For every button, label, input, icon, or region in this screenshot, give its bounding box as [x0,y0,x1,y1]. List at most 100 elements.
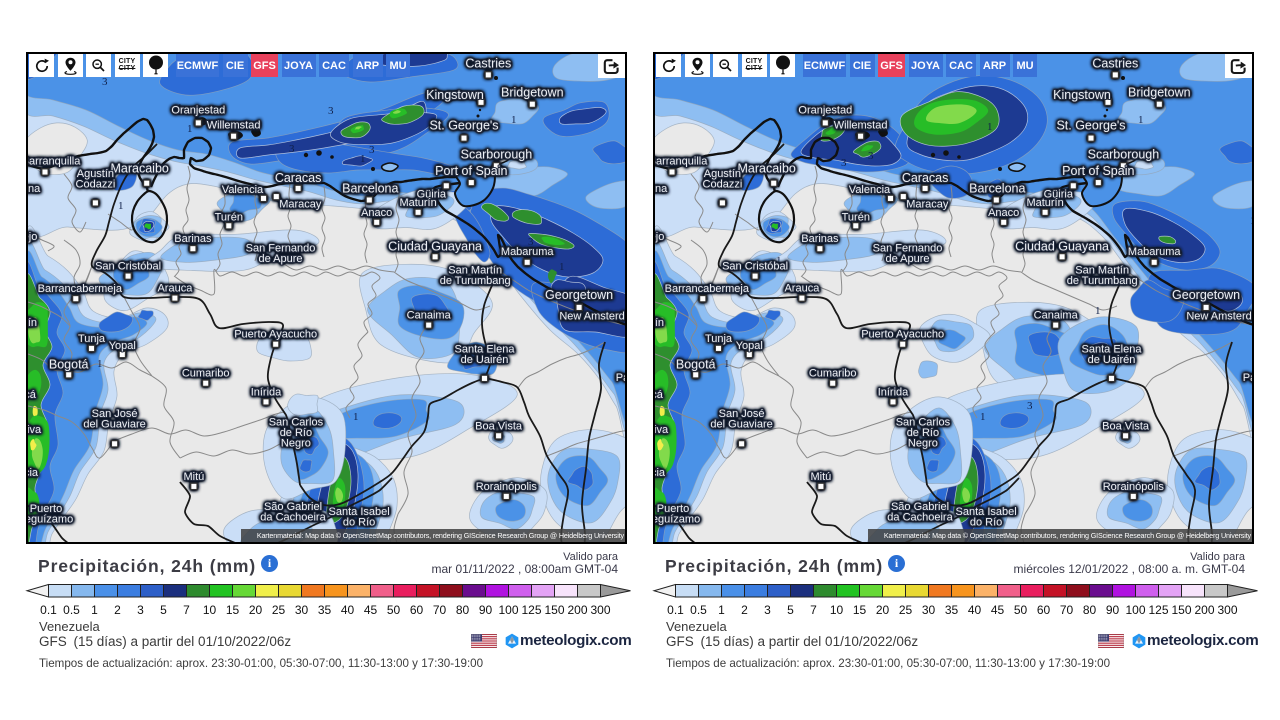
svg-text:Barrancabermeja: Barrancabermeja [665,283,750,295]
svg-text:Leguízamo: Leguízamo [28,513,73,525]
svg-text:Santa Isabel: Santa Isabel [329,506,390,518]
svg-text:cá: cá [28,389,37,401]
svg-text:2: 2 [114,603,121,617]
svg-text:de Uairén: de Uairén [1088,354,1136,366]
svg-text:90: 90 [479,603,493,617]
svg-text:ejo: ejo [655,231,664,243]
svg-text:cia: cia [655,467,666,479]
svg-text:Puerto: Puerto [30,503,62,515]
svg-text:Inírida: Inírida [251,386,282,398]
svg-text:Leguízamo: Leguízamo [655,513,700,525]
svg-text:150: 150 [1171,603,1191,617]
svg-text:200: 200 [567,603,587,617]
svg-text:Yopal: Yopal [109,340,136,352]
svg-text:Cumaribo: Cumaribo [809,368,857,380]
svg-text:do Río: do Río [343,516,375,528]
svg-text:Barinas: Barinas [801,233,839,245]
svg-text:125: 125 [521,603,541,617]
svg-text:Castries: Castries [1092,56,1138,70]
svg-text:Pa.: Pa. [1243,372,1254,384]
svg-text:Agustín: Agustín [704,168,741,180]
svg-text:1: 1 [91,603,98,617]
svg-text:Santa Isabel: Santa Isabel [956,506,1017,518]
svg-text:Kingstown: Kingstown [1053,88,1111,102]
svg-text:45: 45 [991,603,1005,617]
svg-text:San José: San José [92,408,138,420]
svg-text:25: 25 [899,603,913,617]
svg-text:1: 1 [1138,114,1144,126]
svg-text:Santa Elena: Santa Elena [455,343,516,355]
svg-text:3: 3 [289,143,295,155]
svg-text:1: 1 [1160,245,1166,257]
svg-text:Barcelona: Barcelona [342,182,398,196]
svg-text:100: 100 [1125,603,1145,617]
svg-text:2: 2 [741,603,748,617]
svg-text:da Cachoeira: da Cachoeira [887,511,953,523]
svg-text:Codazzi: Codazzi [76,178,116,190]
svg-text:Tunja: Tunja [705,333,733,345]
svg-text:30: 30 [295,603,309,617]
svg-text:1: 1 [353,411,359,423]
svg-text:40: 40 [968,603,982,617]
svg-text:Anaco: Anaco [361,207,392,219]
svg-text:San Carlos: San Carlos [269,416,324,428]
svg-text:Barranquilla: Barranquilla [655,156,708,168]
svg-text:San Martín: San Martín [1075,264,1129,276]
svg-text:5: 5 [160,603,167,617]
svg-text:Puerto Ayacucho: Puerto Ayacucho [861,329,944,341]
svg-text:70: 70 [433,603,447,617]
svg-text:Mitú: Mitú [184,471,205,483]
svg-text:Maturín: Maturín [1026,197,1063,209]
svg-text:Bogotá: Bogotá [676,357,716,371]
svg-text:3: 3 [528,236,534,248]
svg-text:San Fernando: San Fernando [873,243,943,255]
svg-text:de Turumbang: de Turumbang [1067,275,1138,287]
svg-text:0.1: 0.1 [40,603,57,617]
svg-text:eiva: eiva [655,424,669,436]
svg-text:20: 20 [876,603,890,617]
svg-text:del Guaviare: del Guaviare [83,418,145,430]
svg-text:10: 10 [830,603,844,617]
svg-text:Maturín: Maturín [399,197,436,209]
svg-text:de Río: de Río [280,427,312,439]
svg-text:São Gabriel: São Gabriel [264,501,322,513]
svg-text:llín: llín [28,317,37,329]
svg-text:300: 300 [590,603,610,617]
svg-text:de Turumbang: de Turumbang [440,275,511,287]
svg-text:Barcelona: Barcelona [969,182,1025,196]
svg-text:da Cachoeira: da Cachoeira [260,511,326,523]
svg-text:1: 1 [559,261,565,273]
svg-text:3: 3 [328,105,334,117]
svg-text:llín: llín [655,317,664,329]
svg-text:San Martín: San Martín [448,264,502,276]
svg-text:Castries: Castries [465,56,511,70]
svg-text:20: 20 [249,603,263,617]
svg-text:Oranjestad: Oranjestad [171,104,225,116]
svg-text:300: 300 [1217,603,1237,617]
svg-text:5: 5 [787,603,794,617]
svg-text:50: 50 [387,603,401,617]
svg-text:100: 100 [498,603,518,617]
svg-text:Scarborough: Scarborough [461,147,533,161]
svg-text:Turén: Turén [215,211,243,223]
svg-text:0.5: 0.5 [690,603,707,617]
svg-text:Oranjestad: Oranjestad [798,104,852,116]
svg-text:Rorainópolis: Rorainópolis [476,481,538,493]
svg-text:7: 7 [810,603,817,617]
svg-text:Cumaribo: Cumaribo [182,368,230,380]
svg-text:60: 60 [1037,603,1051,617]
svg-text:50: 50 [1014,603,1028,617]
svg-text:1: 1 [511,114,517,126]
svg-text:1: 1 [177,102,183,114]
svg-text:ejo: ejo [28,231,37,243]
svg-text:Negro: Negro [281,437,311,449]
svg-text:3: 3 [764,603,771,617]
svg-text:San Carlos: San Carlos [896,416,951,428]
svg-text:0.1: 0.1 [667,603,684,617]
svg-text:do Río: do Río [970,516,1002,528]
svg-text:80: 80 [456,603,470,617]
svg-text:cá: cá [655,389,664,401]
svg-text:St. George's: St. George's [429,119,498,133]
svg-text:1: 1 [980,411,986,423]
svg-text:3: 3 [369,144,375,156]
